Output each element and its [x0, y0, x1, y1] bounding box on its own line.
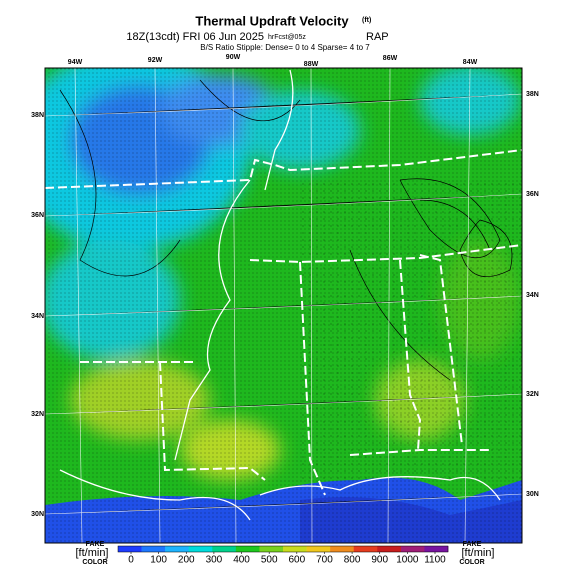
colorbar-swatch [141, 546, 166, 552]
colorbar-swatch [235, 546, 260, 552]
stipple-note: B/S Ratio Stipple: Dense= 0 to 4 Sparse=… [200, 43, 370, 52]
colorbar-flag: FAKE [86, 541, 105, 548]
title: Thermal Updraft Velocity [195, 13, 349, 28]
colorbar-tick-label: 1100 [424, 555, 446, 566]
colorbar-tick-label: 200 [178, 555, 195, 566]
colorbar-tick-label: 500 [261, 555, 278, 566]
lat-label: 30N [526, 491, 539, 498]
colorbar-swatch [259, 546, 284, 552]
title-unit: (ft) [362, 17, 371, 24]
colorbar-swatch [353, 546, 378, 552]
colorbar-frame [117, 545, 449, 553]
colorbar-label: COLOR [82, 559, 107, 566]
map [45, 68, 522, 543]
lat-label: 36N [31, 212, 44, 219]
colorbar-tick-label: 700 [316, 555, 333, 566]
colorbar-swatch [306, 546, 331, 552]
colorbar-flag: FAKE [463, 541, 482, 548]
lat-label: 32N [31, 411, 44, 418]
lon-label: 88W [304, 61, 319, 68]
colorbar-tick-label: 600 [288, 555, 305, 566]
colorbar-swatch [165, 546, 190, 552]
colorbar-label: COLOR [459, 559, 484, 566]
lat-label: 38N [526, 91, 539, 98]
colorbar-units: [ft/min] [75, 547, 108, 559]
map-frame [44, 67, 523, 544]
lon-label: 94W [68, 59, 83, 66]
colorbar-tick-label: 100 [150, 555, 167, 566]
colorbar-swatch [330, 546, 355, 552]
colorbar-units: [ft/min] [461, 547, 494, 559]
lat-label: 32N [526, 391, 539, 398]
colorbar-tick-label: 400 [233, 555, 250, 566]
colorbar-tick-label: 1000 [396, 555, 419, 566]
model-name: RAP [366, 31, 389, 43]
colorbar-tick-label: 900 [371, 555, 388, 566]
lon-label: 92W [148, 57, 163, 64]
valid-time: 18Z(13cdt) FRI 06 Jun 2025 [126, 31, 264, 43]
colorbar-tick-label: 300 [206, 555, 223, 566]
forecast-hour: hrFcst@05z [268, 34, 306, 41]
colorbar-swatch [424, 546, 449, 552]
lon-label: 86W [383, 55, 398, 62]
lat-label: 36N [526, 191, 539, 198]
colorbar-swatch [400, 546, 425, 552]
lon-labels: 94W 92W 90W 88W 86W 84W [68, 54, 478, 68]
colorbar-swatch [118, 546, 142, 552]
colorbar-swatch [212, 546, 237, 552]
colorbar: 0 100 200 300 400 500 600 700 800 900 1000 1100 [117, 545, 449, 566]
lat-labels: 38N 36N 34N 32N 30N 38N 36N 34N 32N 30N [31, 91, 539, 518]
lat-label: 34N [526, 292, 539, 299]
lon-label: 90W [226, 54, 241, 61]
colorbar-swatch [283, 546, 307, 552]
colorbar-swatch [188, 546, 213, 552]
lon-label: 84W [463, 59, 478, 66]
lat-label: 38N [31, 112, 44, 119]
colorbar-tick-label: 0 [128, 555, 134, 566]
lat-label: 34N [31, 313, 44, 320]
colorbar-tick-label: 800 [344, 555, 361, 566]
lat-label: 30N [31, 511, 44, 518]
colorbar-swatch [377, 546, 402, 552]
